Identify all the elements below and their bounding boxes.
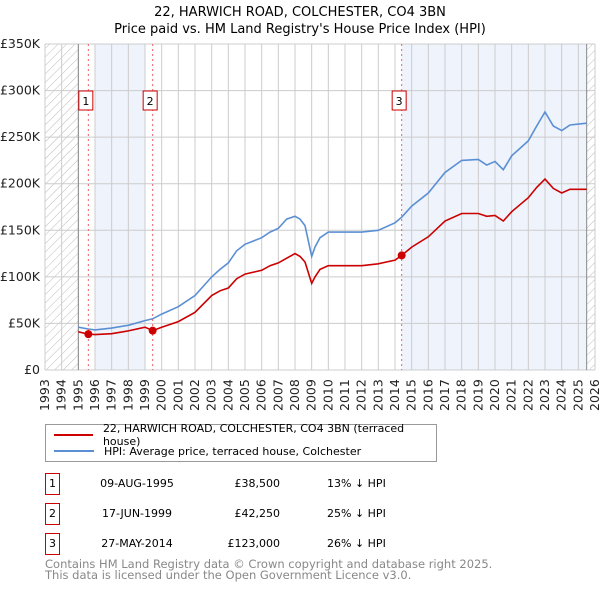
transaction-price: £38,500 <box>234 477 281 490</box>
sale-number-box <box>142 90 158 111</box>
x-tick-label: 2026 <box>587 379 600 411</box>
x-tick-label: 2012 <box>354 379 369 411</box>
x-tick-label: 2020 <box>487 379 502 411</box>
x-tick-label: 2022 <box>520 379 535 411</box>
sale-point <box>148 326 157 335</box>
y-tick-label: £250K <box>0 129 41 144</box>
footer-licence: This data is licensed under the Open Gov… <box>45 568 412 582</box>
footer-copyright: Contains HM Land Registry data © Crown c… <box>45 557 493 571</box>
transaction-hpi-diff: 25% ↓ HPI <box>327 507 386 520</box>
x-tick-label: 2000 <box>154 379 169 411</box>
transaction-date: 17-JUN-1999 <box>101 507 173 520</box>
x-tick-label: 2016 <box>420 379 435 411</box>
x-tick-label: 2025 <box>570 379 585 411</box>
x-tick-label: 2003 <box>204 379 219 411</box>
x-tick-label: 2001 <box>170 379 185 411</box>
x-tick-label: 2008 <box>287 379 302 411</box>
x-tick-label: 2011 <box>337 379 352 411</box>
x-tick-label: 2004 <box>220 379 235 411</box>
sale-point <box>397 251 406 260</box>
y-tick-label: £0 <box>24 362 40 377</box>
x-tick-label: 2006 <box>254 379 269 411</box>
x-tick-label: 2023 <box>537 379 552 411</box>
footer: Contains HM Land Registry data © Crown c… <box>45 557 493 582</box>
transaction-date: 09-AUG-1995 <box>100 477 174 490</box>
legend-item-hpi: HPI: Average price, terraced house, Colc… <box>54 443 361 459</box>
chart-subtitle: Price paid vs. HM Land Registry's House … <box>114 22 486 37</box>
x-tick-label: 2024 <box>554 379 569 411</box>
legend-label-hpi: HPI: Average price, terraced house, Colc… <box>104 444 362 458</box>
x-tick-label: 1996 <box>87 379 102 411</box>
hatched-region <box>586 44 595 370</box>
transaction-hpi-diff: 13% ↓ HPI <box>327 477 386 490</box>
x-tick-label: 1993 <box>37 379 52 411</box>
sale-number-label: 1 <box>82 95 89 108</box>
x-tick-label: 2017 <box>437 379 452 411</box>
x-tick-label: 2009 <box>304 379 319 411</box>
x-tick-label: 2013 <box>370 379 385 411</box>
x-tick-label: 2014 <box>387 379 402 411</box>
legend-label-property: 22, HARWICH ROAD, COLCHESTER, CO4 3BN (t… <box>102 422 405 448</box>
transaction-price: £42,250 <box>234 507 281 520</box>
transaction-row: 1 09-AUG-1995 £38,500 13% ↓ HPI <box>45 473 445 495</box>
transaction-date: 27-MAY-2014 <box>101 537 173 550</box>
shaded-region <box>95 44 145 370</box>
y-tick-label: £350K <box>0 36 41 51</box>
x-tick-label: 2018 <box>454 379 469 411</box>
hpi-line <box>78 110 587 331</box>
x-tick-label: 2002 <box>187 379 202 411</box>
shaded-region <box>401 44 587 370</box>
transaction-number: 2 <box>45 503 60 525</box>
transaction-number: 3 <box>45 533 60 555</box>
sale-point <box>84 330 93 339</box>
transaction-row: 2 17-JUN-1999 £42,250 25% ↓ HPI <box>45 503 445 525</box>
x-tick-label: 1997 <box>104 379 119 411</box>
transaction-price: £123,000 <box>227 537 281 550</box>
x-tick-label: 1999 <box>137 379 152 411</box>
sale-number-box <box>391 90 407 111</box>
x-tick-label: 2019 <box>470 379 485 411</box>
x-tick-label: 2005 <box>237 379 252 411</box>
legend-swatch-red <box>54 434 93 436</box>
transaction-row: 3 27-MAY-2014 £123,000 26% ↓ HPI <box>45 533 445 555</box>
x-tick-label: 2007 <box>270 379 285 411</box>
y-tick-label: £150K <box>0 222 41 237</box>
y-tick-label: £50K <box>8 315 41 330</box>
sale-number-box <box>78 90 94 111</box>
property-price-line <box>78 177 587 336</box>
y-tick-label: £300K <box>0 83 41 98</box>
x-tick-label: 2015 <box>404 379 419 411</box>
sale-number-label: 2 <box>147 95 154 108</box>
x-tick-label: 2010 <box>320 379 335 411</box>
y-tick-label: £100K <box>0 269 41 284</box>
x-tick-label: 1998 <box>120 379 135 411</box>
transaction-hpi-diff: 26% ↓ HPI <box>327 537 386 550</box>
sale-number-label: 3 <box>396 95 403 108</box>
legend-item-property: 22, HARWICH ROAD, COLCHESTER, CO4 3BN (t… <box>54 422 436 448</box>
x-tick-label: 2021 <box>504 379 519 411</box>
legend: 22, HARWICH ROAD, COLCHESTER, CO4 3BN (t… <box>45 422 437 462</box>
x-tick-label: 1994 <box>54 379 69 411</box>
chart-title: 22, HARWICH ROAD, COLCHESTER, CO4 3BN <box>154 5 446 20</box>
y-tick-label: £200K <box>0 176 41 191</box>
price-chart: 22, HARWICH ROAD, COLCHESTER, CO4 3BN Pr… <box>0 5 600 411</box>
legend-swatch-blue <box>54 450 94 452</box>
x-tick-label: 1995 <box>70 379 85 411</box>
transaction-number: 1 <box>45 473 60 495</box>
